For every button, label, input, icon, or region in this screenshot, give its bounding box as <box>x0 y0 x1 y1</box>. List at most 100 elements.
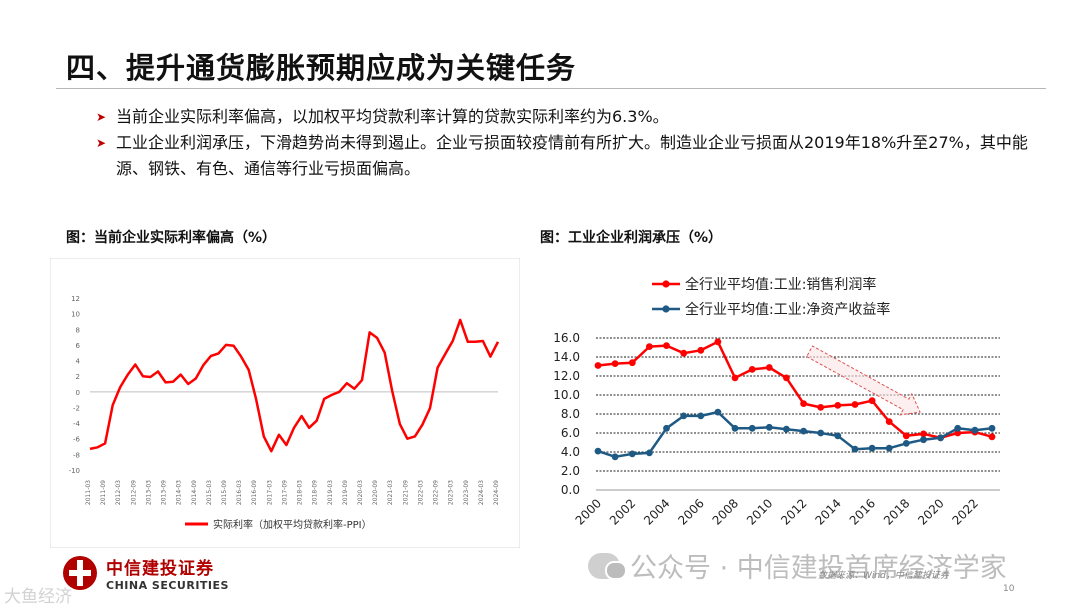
real-interest-rate-chart: -10 -8 -6 -4 -2 0 2 4 6 8 10 12 2011-03 2011-09 2012-0… <box>50 258 520 548</box>
chart-frame <box>50 258 520 548</box>
y-tick-label: 6 <box>76 342 81 350</box>
data-point-roe <box>748 424 756 432</box>
x-tick-label: 2024-09 <box>493 480 500 505</box>
y-tick-label: 14.0 <box>553 350 580 364</box>
x-tick-label: 2024-03 <box>478 480 485 505</box>
data-point-sales-margin <box>868 397 876 405</box>
y-tick-label: 4 <box>76 358 81 366</box>
data-point-sales-margin <box>885 418 893 425</box>
y-tick-label: 8 <box>76 326 80 334</box>
x-tick-label: 2011-03 <box>85 480 92 505</box>
arrow-right-icon: ➤ <box>96 110 107 124</box>
data-source: 数据来源：Wind，中信建投证券 <box>818 571 949 581</box>
logo-chinese-name: 中信建投证券 <box>106 559 214 579</box>
x-tick-label: 2006 <box>675 496 706 527</box>
data-point-sales-margin <box>663 342 670 349</box>
data-point-sales-margin <box>851 401 859 408</box>
x-tick-label: 2022-03 <box>417 480 424 505</box>
data-point-sales-margin <box>646 343 653 350</box>
arrow-right-icon: ➤ <box>96 136 107 150</box>
x-tick-label: 2023-09 <box>463 480 470 505</box>
logo-english-name: CHINA SECURITIES <box>106 579 229 592</box>
page-number: 10 <box>1003 584 1015 594</box>
data-point-sales-margin <box>902 432 910 440</box>
data-point-roe <box>594 447 602 455</box>
watermark-text: 公众号 · 中信建投首席经济学家 <box>630 553 1007 584</box>
y-tick-label: -4 <box>73 420 81 428</box>
x-tick-label: 2021-03 <box>387 480 394 505</box>
data-point-roe <box>611 453 619 461</box>
corner-watermark: 大鱼经济 <box>4 587 72 607</box>
data-point-roe <box>680 412 688 420</box>
x-tick-label: 2015-03 <box>206 480 213 505</box>
data-point-sales-margin <box>697 346 705 354</box>
data-point-roe <box>902 440 910 447</box>
data-point-sales-margin <box>748 366 756 373</box>
y-tick-label: 10 <box>71 311 80 319</box>
data-point-sales-margin <box>920 430 927 438</box>
data-point-sales-margin <box>834 402 842 409</box>
y-tick-label: 8.0 <box>561 407 580 421</box>
legend-label-roe: 全行业平均值:工业:净资产收益率 <box>685 301 890 318</box>
x-tick-label: 2019-03 <box>327 480 334 505</box>
x-tick-label: 2016-09 <box>251 480 258 505</box>
data-point-roe <box>851 445 859 453</box>
x-tick-label: 2012-03 <box>115 480 122 505</box>
x-tick-label: 2016 <box>847 496 878 527</box>
data-point-roe <box>817 429 825 437</box>
data-point-sales-margin <box>628 359 636 367</box>
y-tick-label: 12 <box>71 295 80 303</box>
x-tick-label: 2019-09 <box>342 480 349 505</box>
bullet-list: ➤ 当前企业实际利率偏高，以加权平均贷款利率计算的贷款实际利率约为6.3%。 ➤… <box>96 104 1036 182</box>
data-point-sales-margin <box>988 433 996 441</box>
x-tick-label: 2012 <box>778 496 809 527</box>
y-tick-label: -8 <box>73 451 80 459</box>
bullet-text-1: 当前企业实际利率偏高，以加权平均贷款利率计算的贷款实际利率约为6.3%。 <box>116 107 669 126</box>
x-tick-label: 2018-09 <box>312 480 319 505</box>
data-point-sales-margin <box>954 429 962 437</box>
y-tick-label: 0 <box>76 389 80 397</box>
data-point-roe <box>765 423 773 431</box>
left-chart-caption: 图：当前企业实际利率偏高（%） <box>66 230 277 246</box>
data-point-sales-margin <box>611 360 619 367</box>
x-tick-label: 2013-03 <box>145 480 152 505</box>
data-point-sales-margin <box>680 349 688 357</box>
series-line-sales-margin <box>597 340 993 440</box>
title-divider <box>56 88 1046 89</box>
bullet-text-2: 工业企业利润承压，下滑趋势尚未得到遏止。企业亏损面较疫情前有所扩大。制造业企业亏… <box>116 133 1028 178</box>
data-point-sales-margin <box>765 364 773 371</box>
y-tick-label: 10.0 <box>553 388 580 402</box>
x-tick-label: 2014-09 <box>191 480 198 505</box>
china-securities-logo-icon <box>63 556 97 590</box>
data-point-roe <box>885 444 893 452</box>
data-point-sales-margin <box>714 338 722 346</box>
x-tick-label: 2008 <box>710 496 741 527</box>
data-point-sales-margin <box>731 374 739 382</box>
wechat-icon <box>588 552 627 580</box>
series-line-roe <box>597 410 993 459</box>
data-point-sales-margin <box>817 404 825 411</box>
x-tick-label: 2022 <box>949 496 980 527</box>
x-tick-label: 2014-03 <box>176 480 183 505</box>
x-tick-label: 2022-09 <box>433 480 440 505</box>
legend-label-sales-margin: 全行业平均值:工业:销售利润率 <box>685 276 876 293</box>
data-point-roe <box>646 449 653 457</box>
bullet-item-1: ➤ 当前企业实际利率偏高，以加权平均贷款利率计算的贷款实际利率约为6.3%。 <box>96 104 1036 130</box>
legend-marker-roe <box>662 305 670 313</box>
x-tick-label: 2000 <box>573 496 604 527</box>
data-point-roe <box>628 450 636 458</box>
x-tick-label: 2023-03 <box>448 480 455 505</box>
right-chart-caption: 图：工业企业利润承压（%） <box>540 230 723 246</box>
data-point-roe <box>920 436 927 444</box>
data-point-roe <box>971 426 979 434</box>
y-tick-label: 6.0 <box>561 426 580 440</box>
series-line-real-rate <box>89 318 500 453</box>
x-tick-label: 2004 <box>641 496 672 527</box>
x-tick-label: 2010 <box>744 496 775 527</box>
data-point-roe <box>783 425 790 433</box>
x-tick-label: 2013-09 <box>161 480 168 505</box>
y-tick-label: 2 <box>76 373 80 381</box>
data-point-sales-margin <box>594 362 602 369</box>
data-point-roe <box>834 432 842 440</box>
